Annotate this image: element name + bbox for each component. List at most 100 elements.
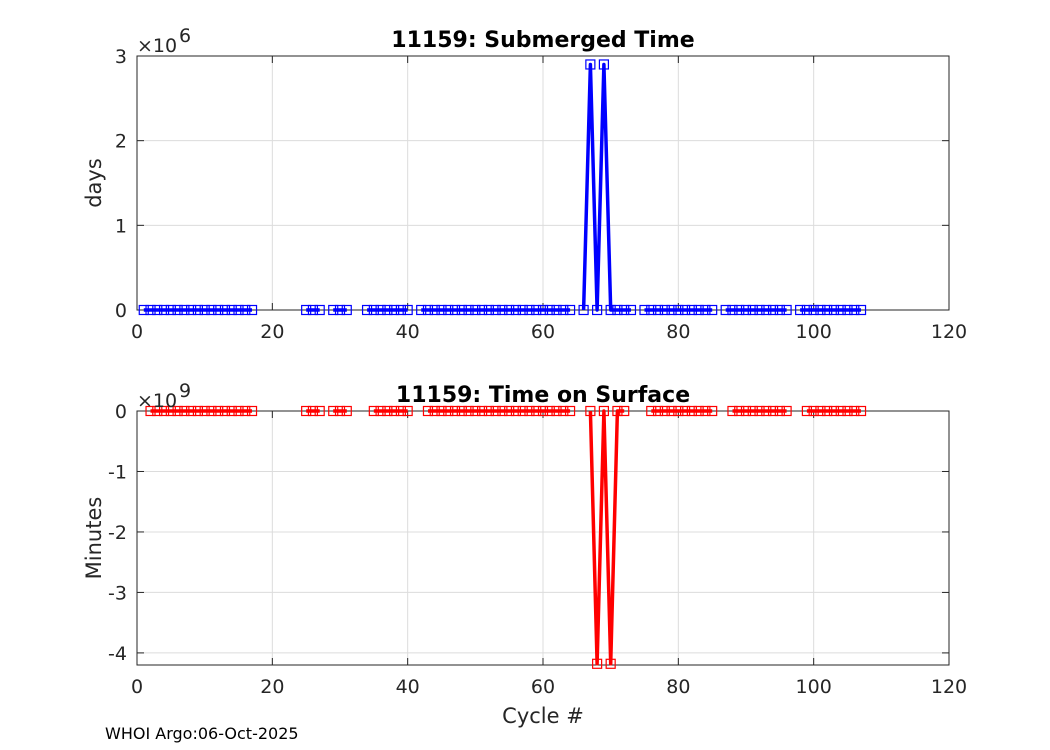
y-exponent-base: ×10 bbox=[137, 35, 177, 57]
data-point-marker bbox=[740, 304, 752, 316]
data-point-marker bbox=[395, 405, 406, 417]
data-point-marker bbox=[314, 405, 325, 417]
data-point-marker bbox=[449, 405, 461, 417]
data-point-marker bbox=[436, 304, 447, 316]
data-point-marker bbox=[767, 405, 779, 417]
data-point-marker bbox=[727, 405, 738, 417]
x-tick-label: 20 bbox=[260, 676, 284, 698]
data-point-marker bbox=[504, 304, 515, 316]
data-point-marker bbox=[443, 405, 454, 417]
data-point-marker bbox=[219, 304, 231, 316]
data-point-marker bbox=[558, 304, 569, 316]
data-point-marker bbox=[301, 405, 312, 417]
chart-panel-1: 0 20 40 60 80 100 120 0 1 2 3 11159: Submerged Time… bbox=[82, 25, 967, 343]
y-tick-label: 3 bbox=[115, 46, 127, 68]
data-point-marker bbox=[152, 405, 163, 417]
data-point-marker bbox=[666, 405, 677, 417]
data-point-marker bbox=[186, 405, 197, 417]
data-point-marker bbox=[693, 304, 704, 316]
data-point-marker bbox=[233, 405, 244, 417]
data-point-marker bbox=[307, 405, 319, 417]
x-tick-label: 60 bbox=[531, 321, 555, 343]
data-point-marker bbox=[226, 405, 237, 417]
data-point-marker bbox=[402, 405, 413, 417]
data-point-marker bbox=[436, 405, 447, 417]
x-tick-label: 20 bbox=[260, 321, 284, 343]
data-point-marker bbox=[477, 304, 488, 316]
data-point-marker bbox=[646, 405, 657, 417]
data-point-marker bbox=[490, 304, 501, 316]
data-point-marker bbox=[598, 59, 610, 70]
data-point-marker bbox=[463, 304, 474, 316]
data-point-marker bbox=[849, 405, 860, 417]
chart-panel-2: 0 20 40 60 80 100 120 0 -1 -2 -3 -4 11159: Time on S… bbox=[82, 380, 967, 728]
data-point-marker bbox=[842, 405, 853, 417]
data-point-marker bbox=[328, 405, 339, 417]
data-point-marker bbox=[544, 304, 555, 316]
data-point-marker bbox=[334, 304, 346, 316]
data-point-marker bbox=[429, 304, 440, 316]
data-point-marker bbox=[389, 304, 400, 316]
data-point-marker bbox=[456, 405, 467, 417]
data-point-marker bbox=[551, 304, 562, 316]
data-point-marker bbox=[497, 304, 508, 316]
data-point-marker bbox=[585, 59, 596, 70]
data-point-marker bbox=[483, 304, 494, 316]
data-point-marker bbox=[490, 405, 501, 417]
data-point-marker bbox=[666, 304, 677, 316]
data-point-marker bbox=[754, 304, 765, 316]
y-exponent-power: 6 bbox=[179, 25, 191, 47]
data-point-marker bbox=[761, 304, 772, 316]
data-point-marker bbox=[246, 304, 258, 316]
data-point-marker bbox=[774, 304, 785, 316]
data-point-marker bbox=[192, 405, 203, 417]
data-point-marker bbox=[226, 304, 237, 316]
data-point-marker bbox=[395, 304, 406, 316]
data-point-marker bbox=[761, 405, 772, 417]
data-point-marker bbox=[781, 405, 792, 417]
data-point-marker bbox=[551, 405, 562, 417]
data-point-marker bbox=[740, 405, 752, 417]
data-point-marker bbox=[422, 304, 434, 316]
data-point-marker bbox=[246, 405, 258, 417]
data-point-marker bbox=[808, 405, 819, 417]
data-point-marker bbox=[206, 304, 217, 316]
data-point-marker bbox=[592, 304, 603, 316]
data-point-marker bbox=[361, 304, 373, 316]
data-point-marker bbox=[470, 405, 481, 417]
data-point-marker bbox=[734, 405, 745, 417]
x-tick-label: 0 bbox=[131, 676, 143, 698]
data-point-marker bbox=[835, 304, 846, 316]
x-tick-label: 40 bbox=[396, 321, 420, 343]
data-point-marker bbox=[801, 304, 813, 316]
data-point-marker bbox=[774, 405, 785, 417]
x-axis-label: Cycle # bbox=[502, 704, 584, 728]
data-point-marker bbox=[314, 304, 325, 316]
data-point-marker bbox=[199, 304, 210, 316]
data-point-marker bbox=[524, 304, 535, 316]
data-point-marker bbox=[592, 658, 603, 669]
data-point-marker bbox=[835, 405, 846, 417]
data-point-marker bbox=[855, 405, 867, 417]
data-point-marker bbox=[781, 304, 792, 316]
data-point-marker bbox=[382, 304, 393, 316]
data-point-marker bbox=[152, 304, 163, 316]
y-exponent-base: ×10 bbox=[137, 390, 177, 412]
data-point-marker bbox=[389, 405, 400, 417]
data-point-marker bbox=[686, 405, 697, 417]
data-point-marker bbox=[693, 405, 704, 417]
data-point-marker bbox=[652, 405, 664, 417]
data-point-marker bbox=[456, 304, 467, 316]
data-point-marker bbox=[700, 405, 711, 417]
x-tick-label: 100 bbox=[796, 676, 832, 698]
data-point-marker bbox=[341, 304, 352, 316]
data-point-marker bbox=[822, 304, 833, 316]
data-point-marker bbox=[564, 304, 576, 316]
data-point-marker bbox=[206, 405, 217, 417]
data-point-marker bbox=[544, 405, 555, 417]
chart-title: 11159: Submerged Time bbox=[391, 28, 694, 53]
x-tick-label: 60 bbox=[531, 676, 555, 698]
data-point-marker bbox=[375, 304, 386, 316]
data-point-marker bbox=[443, 304, 454, 316]
